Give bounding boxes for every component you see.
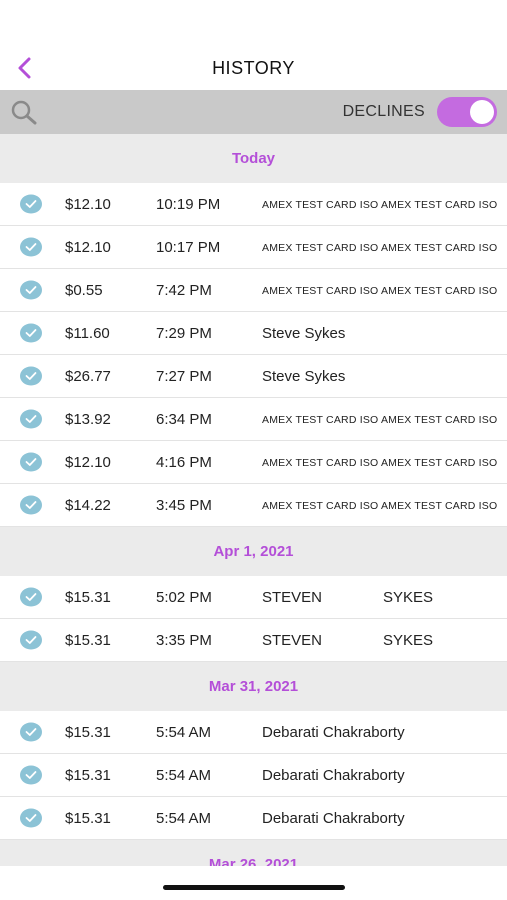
transaction-amount: $26.77 <box>65 368 111 385</box>
cardholder-name: AMEX TEST CARD ISO AMEX TEST CARD ISO <box>262 457 498 469</box>
section-header: Mar 31, 2021 <box>0 662 507 711</box>
transaction-time: 7:29 PM <box>156 325 212 342</box>
transaction-row[interactable]: $15.31 5:02 PM STEVEN SYKES <box>0 576 507 619</box>
check-circle-icon <box>20 722 42 742</box>
transaction-time: 5:54 AM <box>156 767 212 784</box>
transaction-row[interactable]: $15.31 5:54 AM Debarati Chakraborty <box>0 797 507 840</box>
page-title: HISTORY <box>212 58 295 78</box>
cardholder-name: AMEX TEST CARD ISO AMEX TEST CARD ISO <box>262 285 498 297</box>
filter-bar: DECLINES <box>0 90 507 134</box>
transaction-row[interactable]: $0.55 7:42 PM AMEX TEST CARD ISO AMEX TEST… <box>0 269 507 312</box>
search-button[interactable] <box>10 99 38 127</box>
transaction-amount: $0.55 <box>65 282 103 299</box>
transaction-time: 10:19 PM <box>156 196 221 213</box>
cardholder-name: Debarati Chakraborty <box>262 810 405 827</box>
transaction-time: 7:27 PM <box>156 368 212 385</box>
declines-label: DECLINES <box>342 103 425 120</box>
section-header: Today <box>0 134 507 183</box>
transaction-amount: $15.31 <box>65 724 111 741</box>
section-header: Apr 1, 2021 <box>0 527 507 576</box>
cardholder-name: STEVEN SYKES <box>262 589 433 606</box>
check-circle-icon <box>20 495 42 515</box>
cardholder-name: AMEX TEST CARD ISO AMEX TEST CARD ISO <box>262 199 498 211</box>
cardholder-name: AMEX TEST CARD ISO AMEX TEST CARD ISO <box>262 500 498 512</box>
back-button[interactable] <box>12 54 36 82</box>
transaction-row[interactable]: $12.10 10:17 PM AMEX TEST CARD ISO AMEX TE… <box>0 226 507 269</box>
transaction-amount: $15.31 <box>65 589 111 606</box>
check-circle-icon <box>20 452 42 472</box>
cardholder-name: Debarati Chakraborty <box>262 724 405 741</box>
search-icon <box>11 100 37 125</box>
transaction-time: 5:02 PM <box>156 589 212 606</box>
cardholder-name: AMEX TEST CARD ISO AMEX TEST CARD ISO <box>262 242 498 254</box>
transaction-amount: $15.31 <box>65 632 111 649</box>
check-circle-icon <box>20 366 42 386</box>
transaction-amount: $14.22 <box>65 497 111 514</box>
chevron-left-icon <box>18 57 31 79</box>
check-circle-icon <box>20 808 42 828</box>
transaction-amount: $12.10 <box>65 454 111 471</box>
transaction-time: 3:35 PM <box>156 632 212 649</box>
section-header: Mar 26, 2021 <box>0 840 507 866</box>
check-circle-icon <box>20 194 42 214</box>
cardholder-first-name: STEVEN <box>262 632 323 649</box>
transaction-row[interactable]: $26.77 7:27 PM Steve Sykes <box>0 355 507 398</box>
cardholder-last-name: SYKES <box>383 632 434 649</box>
check-circle-icon <box>20 280 42 300</box>
cardholder-name: Steve Sykes <box>262 368 346 385</box>
transaction-time: 7:42 PM <box>156 282 212 299</box>
history-list[interactable]: Today $12.10 10:19 PM AMEX TEST CARD ISO AM… <box>0 134 507 866</box>
transaction-time: 6:34 PM <box>156 411 212 428</box>
transaction-time: 3:45 PM <box>156 497 212 514</box>
cardholder-first-name: STEVEN <box>262 589 323 606</box>
transaction-row[interactable]: $15.31 5:54 AM Debarati Chakraborty <box>0 711 507 754</box>
transaction-row[interactable]: $15.31 3:35 PM STEVEN SYKES <box>0 619 507 662</box>
section-date: Today <box>231 150 276 167</box>
transaction-time: 5:54 AM <box>156 724 212 741</box>
transaction-amount: $12.10 <box>65 239 111 256</box>
declines-toggle[interactable] <box>437 97 497 127</box>
transaction-time: 4:16 PM <box>156 454 212 471</box>
transaction-amount: $12.10 <box>65 196 111 213</box>
transaction-time: 5:54 AM <box>156 810 212 827</box>
check-circle-icon <box>20 765 42 785</box>
check-circle-icon <box>20 237 42 257</box>
section-date: Mar 31, 2021 <box>208 678 299 695</box>
cardholder-name: Debarati Chakraborty <box>262 767 405 784</box>
top-bar: HISTORY <box>0 0 507 90</box>
transaction-row[interactable]: $12.10 10:19 PM AMEX TEST CARD ISO AMEX TE… <box>0 183 507 226</box>
transaction-row[interactable]: $15.31 5:54 AM Debarati Chakraborty <box>0 754 507 797</box>
section-date: Apr 1, 2021 <box>213 543 294 560</box>
toggle-knob <box>470 100 494 124</box>
transaction-amount: $13.92 <box>65 411 111 428</box>
transaction-amount: $15.31 <box>65 810 111 827</box>
cardholder-name: AMEX TEST CARD ISO AMEX TEST CARD ISO <box>262 414 498 426</box>
cardholder-last-name: SYKES <box>383 589 434 606</box>
check-circle-icon <box>20 409 42 429</box>
transaction-row[interactable]: $13.92 6:34 PM AMEX TEST CARD ISO AMEX TES… <box>0 398 507 441</box>
check-circle-icon <box>20 587 42 607</box>
home-indicator <box>163 885 345 890</box>
check-circle-icon <box>20 630 42 650</box>
transaction-amount: $15.31 <box>65 767 111 784</box>
cardholder-name: STEVEN SYKES <box>262 632 433 649</box>
transaction-row[interactable]: $11.60 7:29 PM Steve Sykes <box>0 312 507 355</box>
transaction-row[interactable]: $12.10 4:16 PM AMEX TEST CARD ISO AMEX TES… <box>0 441 507 484</box>
transaction-time: 10:17 PM <box>156 239 221 256</box>
section-date: Mar 26, 2021 <box>208 856 299 866</box>
transaction-amount: $11.60 <box>65 325 110 342</box>
cardholder-name: Steve Sykes <box>262 325 346 342</box>
transaction-row[interactable]: $14.22 3:45 PM AMEX TEST CARD ISO AMEX TES… <box>0 484 507 527</box>
check-circle-icon <box>20 323 42 343</box>
